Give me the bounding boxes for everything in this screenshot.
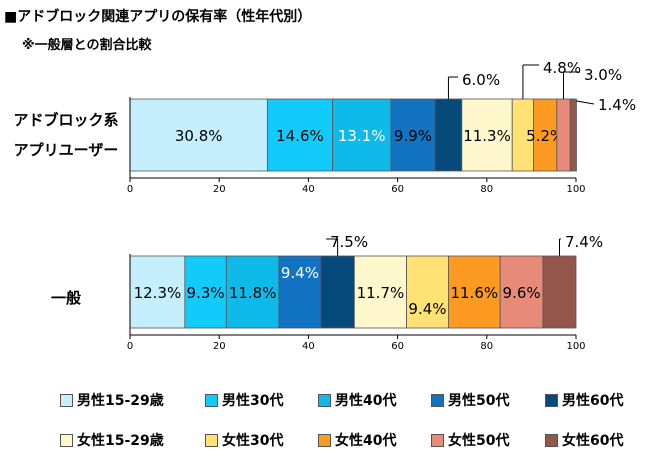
legend-label: 男性30代 <box>222 393 284 409</box>
legend-label: 男性50代 <box>448 393 510 409</box>
bar-segment <box>542 255 577 329</box>
tick-label: 80 <box>480 341 493 352</box>
bar-segment <box>332 98 392 172</box>
bar-group-general: 12.3% 9.3% 11.8%9.4%7.5%11.7%9.4%11.6% 9.6%… <box>51 233 603 329</box>
data-label: 13.1% <box>338 127 386 145</box>
data-label: 11.3% <box>463 127 511 145</box>
bar-segment <box>499 255 544 329</box>
legend-label: 女性50代 <box>448 433 510 449</box>
tick-label: 100 <box>566 341 585 352</box>
category-label: アドブロック系 <box>13 111 118 129</box>
legend-swatch <box>431 433 444 447</box>
legend-swatch <box>205 393 218 407</box>
data-label: 4.8% <box>543 59 581 77</box>
bar-segment <box>129 255 186 329</box>
data-label: 5.2% <box>526 127 564 145</box>
bar-segment <box>461 98 513 172</box>
bar-segment <box>406 255 449 329</box>
category-label: アプリユーザー <box>14 141 119 159</box>
bar-segment <box>184 255 227 329</box>
data-label: 1.4% <box>598 96 636 114</box>
legend-swatch <box>318 433 331 447</box>
stacked-bar-chart: 30.8% 14.6% 13.1% 9.9% 6.0% 11.3% 4.8% 5.2% 3.0%… <box>13 59 636 352</box>
legend-item: 女性50代 <box>431 430 509 450</box>
bar-segment <box>225 255 280 329</box>
bar-segment <box>129 98 268 172</box>
bar-group-adblock: 30.8% 14.6% 13.1% 9.9% 6.0% 11.3% 4.8% 5.2% 3.0%… <box>13 59 636 172</box>
legend-swatch <box>60 393 73 407</box>
data-label: 7.5% <box>330 233 368 251</box>
tick-label: 20 <box>213 341 226 352</box>
legend-item: 女性40代 <box>318 430 396 450</box>
bar-segment <box>353 255 407 329</box>
x-axis-adblock: 0 20 40 60 80 100 <box>127 97 586 195</box>
legend-item: 男性15-29歳 <box>60 390 164 410</box>
leader-line <box>576 100 595 105</box>
bar-segment <box>569 98 577 172</box>
x-axis-general: 0 20 40 60 80 100 <box>127 254 586 352</box>
tick-label: 60 <box>391 184 404 195</box>
data-label: 9.6% <box>503 284 541 302</box>
data-label: 7.4% <box>565 233 603 251</box>
legend-label: 男性60代 <box>562 393 624 409</box>
legend-item: 男性50代 <box>431 390 509 410</box>
tick-label: 60 <box>391 341 404 352</box>
bar-segment <box>448 255 501 329</box>
bar-segment <box>434 98 463 172</box>
legend-item: 女性15-29歳 <box>60 430 164 450</box>
legend-label: 男性40代 <box>335 393 397 409</box>
bar-segment <box>320 255 355 329</box>
data-label: 11.8% <box>229 284 277 302</box>
tick-label: 20 <box>213 184 226 195</box>
tick-label: 0 <box>127 341 133 352</box>
chart-title: ■アドブロック関連アプリの保有率（性年代別） <box>4 9 312 25</box>
chart-legend: 男性15-29歳 男性30代 男性40代 男性50代 男性60代女性15-29歳 女性30… <box>0 380 650 460</box>
legend-label: 女性30代 <box>222 433 284 449</box>
data-label: 9.4% <box>281 264 319 282</box>
legend-item: 男性60代 <box>545 390 623 410</box>
legend-item: 男性40代 <box>318 390 396 410</box>
tick-label: 100 <box>566 184 585 195</box>
data-label: 30.8% <box>175 127 223 145</box>
data-label: 3.0% <box>584 66 622 84</box>
tick-label: 0 <box>127 184 133 195</box>
legend-item: 女性30代 <box>205 430 283 450</box>
legend-swatch <box>431 393 444 407</box>
legend-swatch <box>318 393 331 407</box>
chart-subtitle: ※一般層との割合比較 <box>22 38 152 53</box>
bar-segment <box>556 98 571 172</box>
legend-swatch <box>545 393 558 407</box>
data-label: 11.7% <box>357 284 405 302</box>
legend-label: 女性15-29歳 <box>77 433 164 449</box>
legend-item: 男性30代 <box>205 390 283 410</box>
data-label: 14.6% <box>276 127 324 145</box>
legend-label: 女性60代 <box>562 433 624 449</box>
category-label: 一般 <box>51 289 81 307</box>
bar-segment <box>390 98 436 172</box>
data-label: 9.9% <box>394 127 432 145</box>
legend-label: 男性15-29歳 <box>77 393 164 409</box>
legend-label: 女性40代 <box>335 433 397 449</box>
legend-swatch <box>545 433 558 447</box>
legend-swatch <box>60 433 73 447</box>
tick-label: 80 <box>480 184 493 195</box>
data-label: 9.3% <box>187 284 225 302</box>
data-label: 9.4% <box>408 300 446 318</box>
data-label: 11.6% <box>450 284 498 302</box>
bar-segment <box>278 255 322 329</box>
legend-swatch <box>205 433 218 447</box>
tick-label: 40 <box>302 341 315 352</box>
data-label: 6.0% <box>462 71 500 89</box>
tick-label: 40 <box>302 184 315 195</box>
data-label: 12.3% <box>134 284 182 302</box>
legend-item: 女性60代 <box>545 430 623 450</box>
